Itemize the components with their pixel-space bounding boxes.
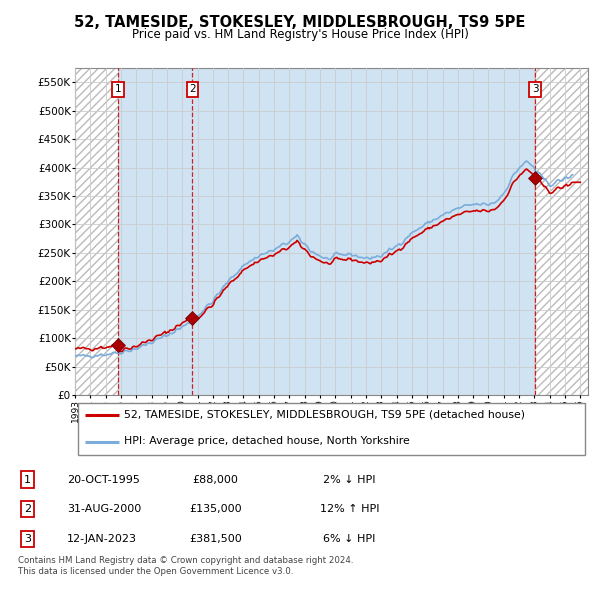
Text: 52, TAMESIDE, STOKESLEY, MIDDLESBROUGH, TS9 5PE: 52, TAMESIDE, STOKESLEY, MIDDLESBROUGH, … (74, 15, 526, 30)
Bar (118, 68, 535, 395)
Text: 12-JAN-2023: 12-JAN-2023 (67, 534, 137, 544)
Text: 2% ↓ HPI: 2% ↓ HPI (323, 474, 376, 484)
Text: 3: 3 (24, 534, 31, 544)
FancyBboxPatch shape (77, 403, 586, 455)
Text: 12% ↑ HPI: 12% ↑ HPI (320, 504, 379, 514)
Text: 2: 2 (189, 84, 196, 94)
Text: HPI: Average price, detached house, North Yorkshire: HPI: Average price, detached house, Nort… (124, 436, 409, 446)
Text: 52, TAMESIDE, STOKESLEY, MIDDLESBROUGH, TS9 5PE (detached house): 52, TAMESIDE, STOKESLEY, MIDDLESBROUGH, … (124, 409, 525, 419)
Text: 6% ↓ HPI: 6% ↓ HPI (323, 534, 376, 544)
Text: 20-OCT-1995: 20-OCT-1995 (67, 474, 140, 484)
Text: 3: 3 (532, 84, 538, 94)
Text: £381,500: £381,500 (190, 534, 242, 544)
Text: Price paid vs. HM Land Registry's House Price Index (HPI): Price paid vs. HM Land Registry's House … (131, 28, 469, 41)
Text: £135,000: £135,000 (190, 504, 242, 514)
Text: 2: 2 (24, 504, 31, 514)
Text: 1: 1 (24, 474, 31, 484)
Text: £88,000: £88,000 (193, 474, 239, 484)
Text: 1: 1 (115, 84, 121, 94)
Text: 31-AUG-2000: 31-AUG-2000 (67, 504, 142, 514)
Text: Contains HM Land Registry data © Crown copyright and database right 2024.
This d: Contains HM Land Registry data © Crown c… (18, 556, 353, 576)
